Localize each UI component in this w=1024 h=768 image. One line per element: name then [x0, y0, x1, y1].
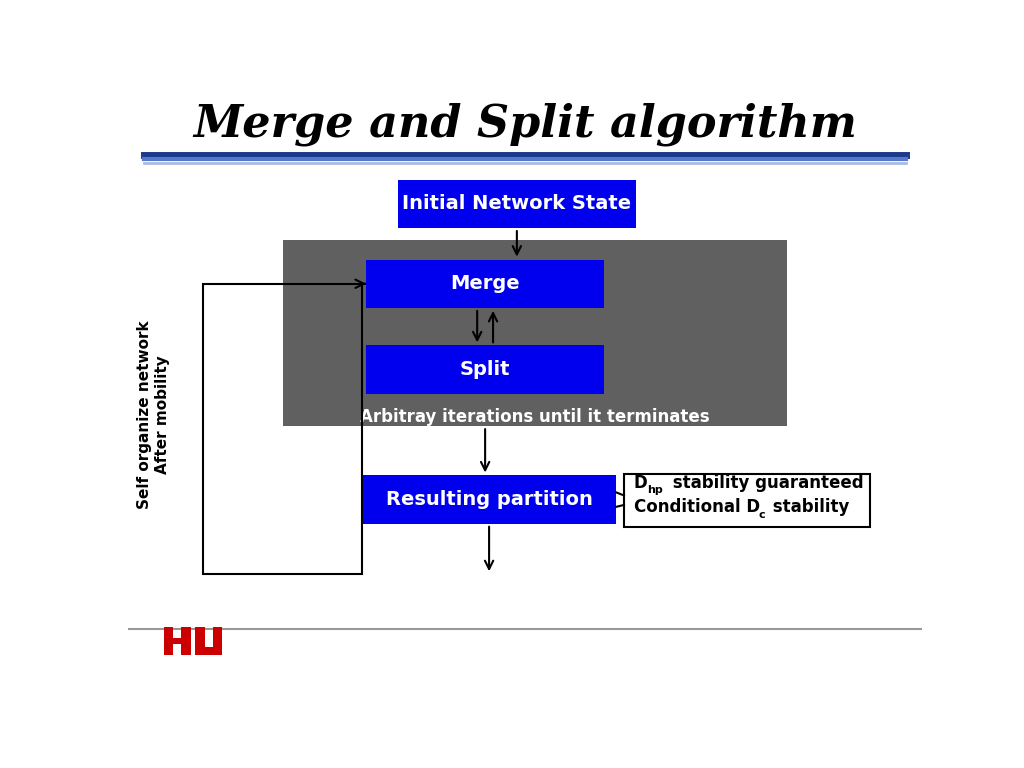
Bar	[164, 638, 190, 644]
Text: Split: Split	[460, 360, 510, 379]
Bar	[283, 240, 786, 426]
Bar	[164, 627, 173, 655]
Text: hp: hp	[647, 485, 663, 495]
Text: Self organize network
After mobility: Self organize network After mobility	[137, 320, 170, 508]
Text: Merge: Merge	[451, 274, 520, 293]
Bar	[397, 180, 636, 228]
Text: D: D	[634, 474, 647, 492]
Text: Initial Network State: Initial Network State	[402, 194, 632, 214]
Bar	[213, 627, 222, 647]
Text: Conditional D: Conditional D	[634, 498, 760, 516]
Text: stability guaranteed: stability guaranteed	[667, 474, 863, 492]
Bar	[204, 283, 362, 574]
Text: Merge and Split algorithm: Merge and Split algorithm	[193, 103, 857, 147]
Text: Arbitray iterations until it terminates: Arbitray iterations until it terminates	[360, 409, 710, 426]
Bar	[624, 474, 870, 527]
Bar	[362, 475, 616, 524]
Bar	[196, 647, 222, 655]
Bar	[367, 260, 604, 308]
Text: Resulting partition: Resulting partition	[386, 490, 593, 509]
Bar	[181, 627, 190, 655]
Bar	[367, 346, 604, 394]
Bar	[196, 627, 205, 647]
Text: stability: stability	[767, 498, 849, 516]
Text: c: c	[759, 510, 766, 520]
